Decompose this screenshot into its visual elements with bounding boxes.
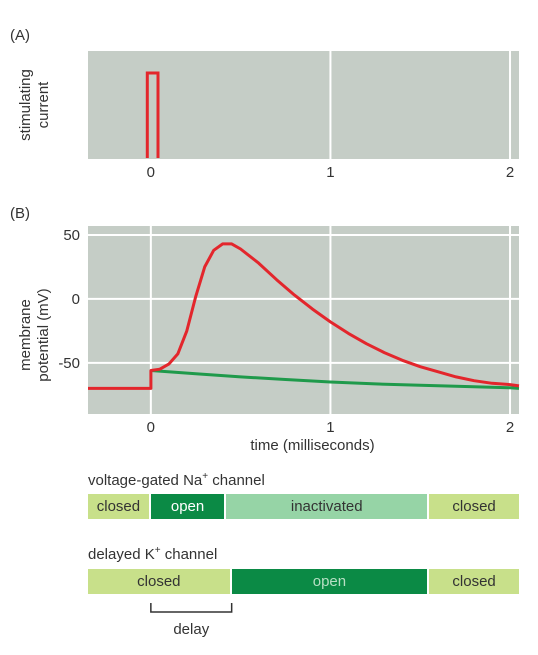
panel-b-gridlines <box>88 226 519 414</box>
panel-b-y-axis-label-line: membrane <box>17 299 34 371</box>
panel-b-plot-area <box>88 226 519 414</box>
k-channel-title-text: delayed K <box>88 546 155 563</box>
na-channel-state-closed: closed <box>88 494 151 519</box>
k-channel-state-closed: closed <box>429 569 519 594</box>
panel-a-x-tick-labels: 0 1 2 <box>147 164 515 181</box>
delay-label: delay <box>173 621 209 638</box>
k-channel-state-closed: closed <box>88 569 232 594</box>
panel-b-x-tick-labels: 0 1 2 <box>147 419 515 436</box>
panel-b-x-axis-label: time (milliseconds) <box>250 437 374 454</box>
k-channel-title: delayed K+ channel <box>88 545 217 563</box>
na-channel-ion-charge: + <box>202 471 209 482</box>
na-channel-state-inactivated: inactivated <box>226 494 430 519</box>
panel-b-y-axis-label-line: potential (mV) <box>35 288 52 381</box>
panel-b-y-tick-labels: 50 0 -50 <box>58 227 80 372</box>
membrane-potential-green-line <box>150 369 520 390</box>
panel-b-y-tick-label: -50 <box>58 355 80 372</box>
panel-a-y-axis-label-line: stimulating <box>17 69 34 141</box>
na-channel-title-suffix: channel <box>208 472 265 489</box>
membrane-potential-red-line <box>88 242 520 390</box>
panel-a-series <box>145 71 160 158</box>
na-channel-state-closed: closed <box>429 494 519 519</box>
na-channel-state-open: open <box>150 494 227 519</box>
na-channel-state-bar: closed open inactivated closed <box>88 494 519 519</box>
panel-a-plot-area <box>88 51 519 159</box>
panel-a-tag: (A) <box>10 27 30 44</box>
k-channel-state-bar: closed open closed <box>88 569 519 594</box>
panel-b-y-tick-label: 50 <box>63 227 80 244</box>
stimulus-pulse-line <box>145 71 160 158</box>
panel-a-x-tick-label: 1 <box>326 164 334 181</box>
k-channel-ion-charge: + <box>154 545 161 556</box>
panel-a-x-tick-label: 0 <box>147 164 155 181</box>
na-channel-title-text: voltage-gated Na <box>88 472 203 489</box>
panel-b-x-tick-label: 2 <box>506 419 514 436</box>
panel-b-x-tick-label: 1 <box>326 419 334 436</box>
na-channel-title: voltage-gated Na+ channel <box>88 471 265 489</box>
panel-b-series <box>88 242 520 390</box>
panel-b-tag: (B) <box>10 205 30 222</box>
k-channel-title-suffix: channel <box>160 546 218 563</box>
panel-a-gridlines <box>329 51 512 159</box>
panel-b-x-tick-label: 0 <box>147 419 155 436</box>
delay-bracket-line <box>150 603 233 613</box>
k-channel-state-open: open <box>231 569 430 594</box>
panel-a-y-axis-label-line: current <box>35 81 52 129</box>
panel-b-y-tick-label: 0 <box>72 291 80 308</box>
panel-b-y-axis-label: membrane potential (mV) <box>17 288 52 381</box>
panel-a-y-axis-label: stimulating current <box>17 69 52 141</box>
delay-bracket: delay <box>150 603 233 638</box>
panel-a-x-tick-label: 2 <box>506 164 514 181</box>
